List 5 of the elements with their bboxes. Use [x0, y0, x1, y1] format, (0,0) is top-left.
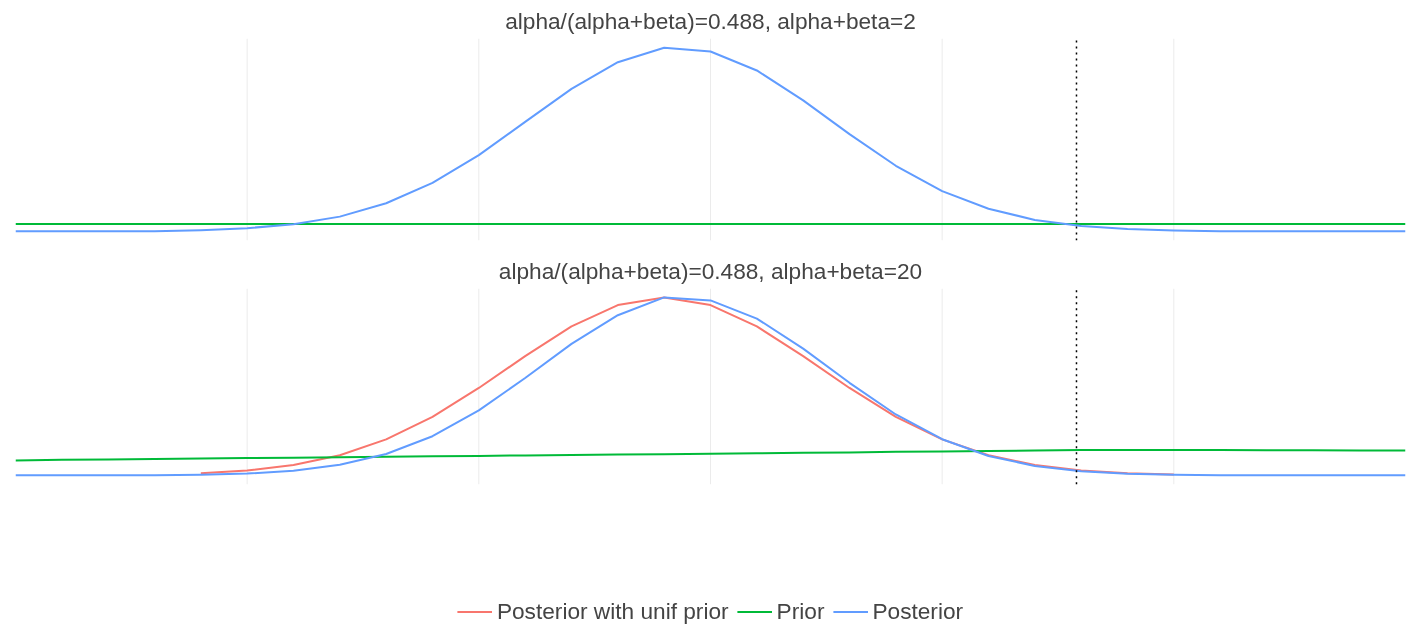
legend-label: Posterior: [872, 598, 964, 625]
legend-label: Prior: [776, 598, 825, 625]
chart-title: alpha/(alpha+beta)=0.488, alpha+beta=20: [498, 257, 923, 284]
chart-title: alpha/(alpha+beta)=0.488, alpha+beta=2: [505, 7, 916, 34]
legend-label: Posterior with unif prior: [496, 598, 729, 625]
